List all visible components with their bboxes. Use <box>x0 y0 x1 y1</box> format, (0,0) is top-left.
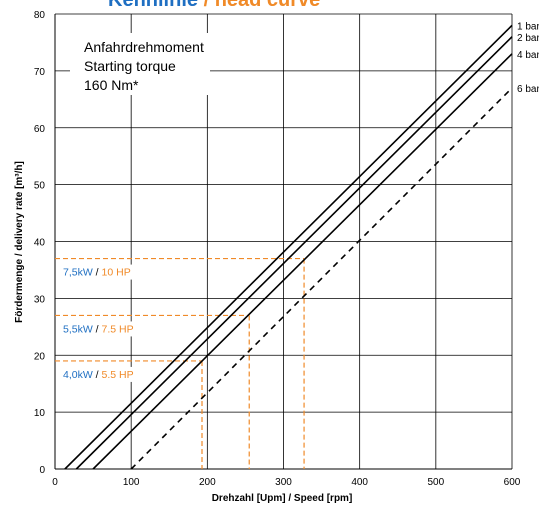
x-tick-label: 100 <box>123 477 140 488</box>
power-kw: 4,0kW <box>63 369 93 381</box>
y-tick-label: 50 <box>34 181 46 192</box>
starting-torque-box: Anfahrdrehmoment Starting torque 160 Nm* <box>70 33 210 95</box>
power-label: 5,5kW / 7.5 HP <box>63 323 134 335</box>
x-tick-label: 400 <box>351 477 368 488</box>
y-tick-label: 20 <box>34 351 46 362</box>
title-part-1: Kennlinie <box>108 0 198 11</box>
power-hp: 10 HP <box>102 267 131 279</box>
y-tick-label: 80 <box>34 10 46 21</box>
y-axis-label: Fördermenge / delivery rate [m³/h] <box>14 161 25 323</box>
x-tick-label: 200 <box>199 477 216 488</box>
power-kw: 5,5kW <box>63 323 93 335</box>
x-tick-label: 300 <box>275 477 292 488</box>
power-label-bg <box>60 264 150 280</box>
x-tick-label: 500 <box>427 477 444 488</box>
y-tick-label: 10 <box>34 408 46 419</box>
x-tick-label: 600 <box>504 477 521 488</box>
power-label-bg <box>60 366 150 382</box>
series-label: 4 bar <box>517 50 539 61</box>
x-axis-label: Drehzahl [Upm] / Speed [rpm] <box>212 493 353 504</box>
power-label: 4,0kW / 5.5 HP <box>63 369 134 381</box>
series-label: 6 bar <box>517 84 539 95</box>
tick-labels: 0 100 200 300 400 500 600 0 10 20 30 40 50 60 70 80 <box>34 10 521 488</box>
power-sep: / <box>93 323 102 335</box>
y-tick-label: 60 <box>34 124 46 135</box>
grid <box>55 13 513 469</box>
starting-torque-line3: 160 Nm* <box>84 77 139 93</box>
power-hp: 5.5 HP <box>102 369 134 381</box>
starting-torque-bg <box>70 33 210 95</box>
series-label: 1 bar <box>517 21 539 32</box>
x-tick-label: 0 <box>52 477 58 488</box>
series-line <box>64 24 513 470</box>
y-tick-label: 70 <box>34 67 46 78</box>
power-kw: 7,5kW <box>63 267 93 279</box>
series-line <box>75 36 513 470</box>
title-part-2: head curve <box>215 0 321 11</box>
y-tick-label: 0 <box>39 465 45 476</box>
starting-torque-line2: Starting torque <box>84 58 176 74</box>
chart-title: Kennlinie / head curve <box>108 0 320 11</box>
title-separator: / <box>198 0 215 11</box>
power-label: 7,5kW / 10 HP <box>63 267 131 279</box>
y-tick-label: 30 <box>34 294 46 305</box>
series-line <box>92 53 513 470</box>
power-markers: 7,5kW / 10 HP 5,5kW / 7.5 HP 4,0kW / 5.5 H… <box>55 257 305 469</box>
power-sep: / <box>93 369 102 381</box>
starting-torque-line1: Anfahrdrehmoment <box>84 39 204 55</box>
series-label: 2 bar <box>517 33 539 44</box>
y-tick-label: 40 <box>34 238 46 249</box>
power-hp: 7.5 HP <box>102 323 134 335</box>
power-sep: / <box>93 267 102 279</box>
series-line <box>130 87 513 470</box>
power-label-bg <box>60 321 150 337</box>
